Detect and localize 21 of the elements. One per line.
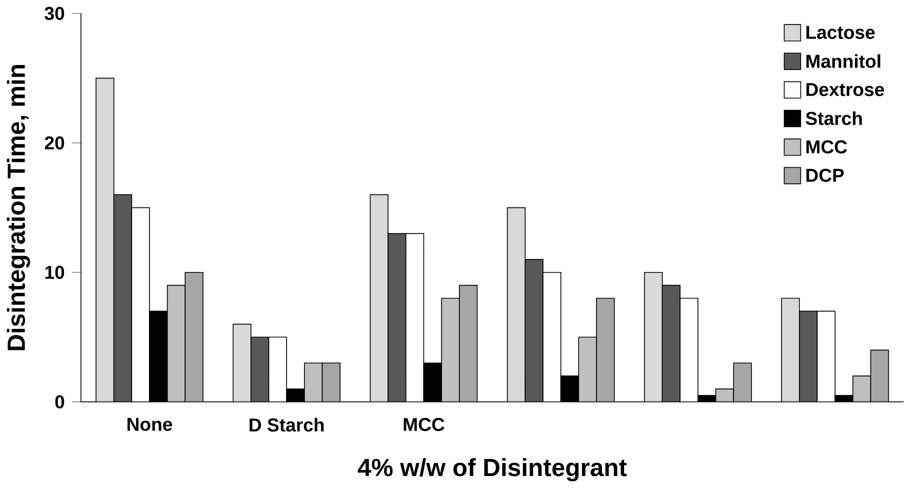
y-axis-title: Disintegration Time, min xyxy=(6,64,30,350)
legend-label: Dextrose xyxy=(806,83,884,96)
x-tick-label: MCC xyxy=(404,418,444,432)
legend-label: Starch xyxy=(806,111,862,125)
bar xyxy=(114,194,132,402)
legend-label: DCP xyxy=(806,168,844,182)
y-tick-label: 0 xyxy=(55,395,64,408)
x-tick-label: D Starch xyxy=(250,418,324,432)
bar xyxy=(388,233,406,402)
legend-label: MCC xyxy=(806,140,847,154)
y-tick-label: 20 xyxy=(44,136,64,150)
y-tick-label: 30 xyxy=(44,6,64,20)
bar xyxy=(250,337,269,402)
bar xyxy=(798,310,818,402)
bar xyxy=(662,285,680,402)
legend-label: Mannitol xyxy=(806,54,880,68)
y-tick-label: 10 xyxy=(45,266,64,279)
legend-label: Lactose xyxy=(806,26,875,39)
x-tick-label: None xyxy=(128,418,172,431)
bar xyxy=(525,259,543,402)
x-axis-title: 4% w/w of Disintegrant xyxy=(358,458,627,482)
